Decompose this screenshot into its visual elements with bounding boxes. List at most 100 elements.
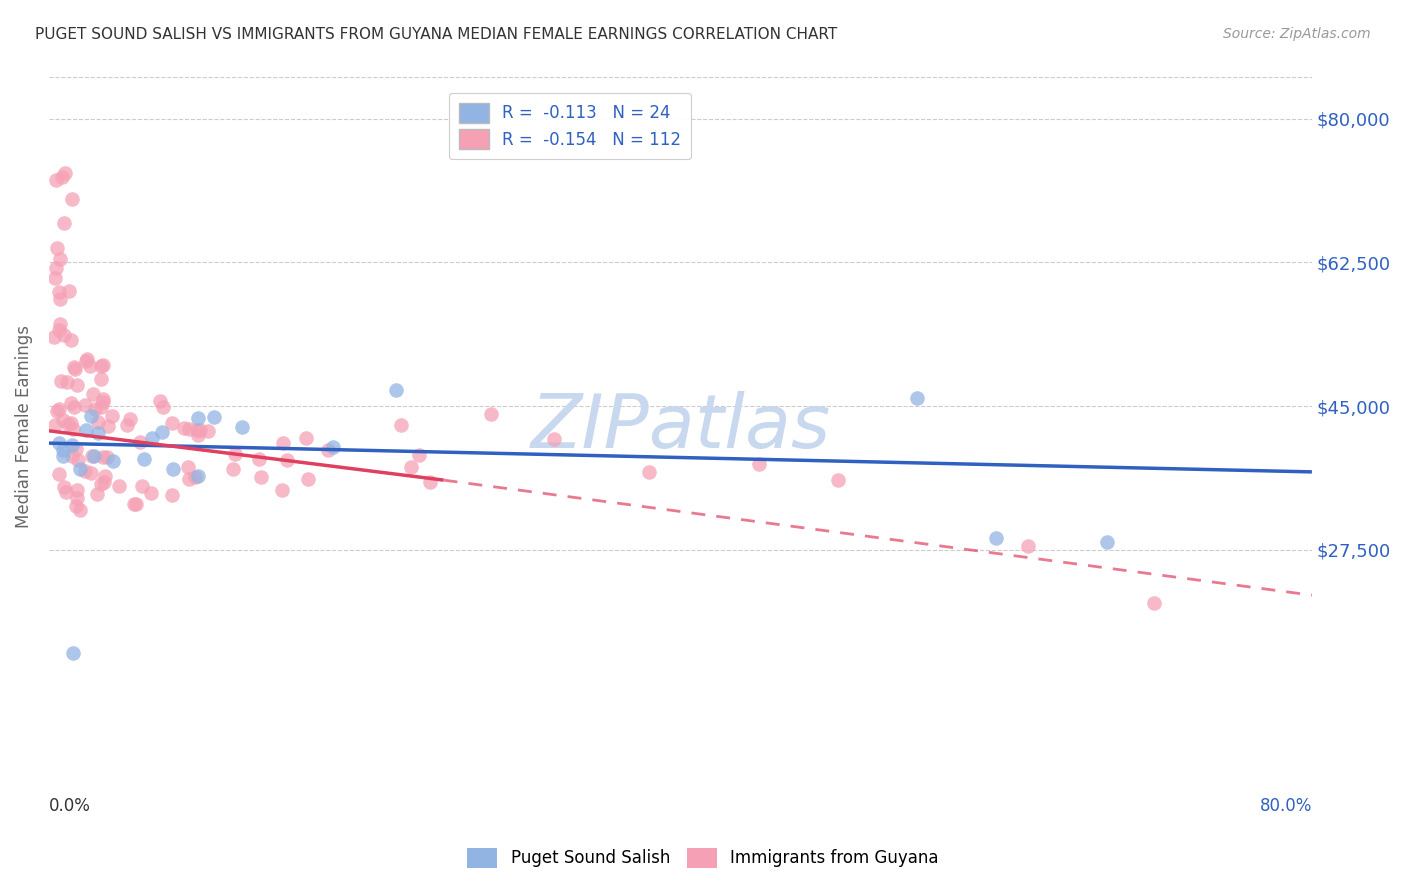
Point <box>48 435 70 450</box>
Point <box>46 404 69 418</box>
Point <box>173 421 195 435</box>
Point <box>83 449 105 463</box>
Point <box>44 417 66 432</box>
Point <box>53 216 76 230</box>
Point <box>60 437 83 451</box>
Point <box>187 468 209 483</box>
Point <box>637 465 659 479</box>
Point <box>316 442 339 457</box>
Point <box>55 485 77 500</box>
Point <box>66 377 89 392</box>
Point <box>90 400 112 414</box>
Point <box>49 252 72 267</box>
Point <box>75 354 97 368</box>
Point <box>55 376 77 390</box>
Point <box>46 241 69 255</box>
Point <box>52 442 75 457</box>
Point <box>128 434 150 449</box>
Point <box>162 488 184 502</box>
Point <box>187 410 209 425</box>
Point <box>905 391 928 405</box>
Point <box>149 394 172 409</box>
Point <box>79 359 101 373</box>
Point <box>52 328 75 343</box>
Point <box>118 412 141 426</box>
Point <box>49 374 72 388</box>
Point <box>94 468 117 483</box>
Point <box>60 192 83 206</box>
Point <box>186 423 208 437</box>
Point <box>202 409 225 424</box>
Point <box>59 396 82 410</box>
Legend: R =  -0.113   N = 24, R =  -0.154   N = 112: R = -0.113 N = 24, R = -0.154 N = 112 <box>449 93 692 160</box>
Point <box>91 450 114 465</box>
Point <box>177 472 200 486</box>
Legend: Puget Sound Salish, Immigrants from Guyana: Puget Sound Salish, Immigrants from Guya… <box>461 841 945 875</box>
Point <box>49 318 72 332</box>
Point <box>44 271 66 285</box>
Point <box>83 401 105 416</box>
Point <box>87 415 110 429</box>
Point <box>75 397 97 411</box>
Point <box>90 372 112 386</box>
Point <box>177 422 200 436</box>
Point <box>75 423 97 437</box>
Point <box>101 453 124 467</box>
Point <box>91 392 114 407</box>
Point <box>62 646 84 660</box>
Point <box>97 419 120 434</box>
Point <box>63 401 86 415</box>
Point <box>271 483 294 497</box>
Point <box>48 323 70 337</box>
Point <box>408 448 430 462</box>
Point <box>117 418 139 433</box>
Point <box>125 497 148 511</box>
Point <box>131 479 153 493</box>
Point <box>177 460 200 475</box>
Point <box>63 361 86 376</box>
Point <box>58 285 80 299</box>
Point <box>748 457 770 471</box>
Point <box>80 409 103 423</box>
Point <box>58 417 80 431</box>
Point <box>69 503 91 517</box>
Text: 0.0%: 0.0% <box>49 797 91 815</box>
Point <box>132 451 155 466</box>
Point <box>297 471 319 485</box>
Point <box>222 462 245 476</box>
Point <box>96 450 118 464</box>
Point <box>249 452 271 467</box>
Point <box>162 462 184 476</box>
Point <box>543 432 565 446</box>
Point <box>80 467 103 481</box>
Point <box>986 531 1008 545</box>
Point <box>52 449 75 463</box>
Point <box>59 333 82 347</box>
Point <box>1143 596 1166 610</box>
Point <box>48 285 70 299</box>
Point <box>44 330 66 344</box>
Point <box>294 431 316 445</box>
Point <box>1017 539 1039 553</box>
Point <box>66 491 89 505</box>
Point <box>65 442 87 457</box>
Point <box>82 449 104 463</box>
Point <box>224 447 246 461</box>
Point <box>53 480 76 494</box>
Point <box>150 425 173 439</box>
Point <box>53 166 76 180</box>
Point <box>419 475 441 489</box>
Point <box>479 408 502 422</box>
Point <box>188 423 211 437</box>
Point <box>90 359 112 373</box>
Point <box>67 453 90 467</box>
Point <box>45 260 67 275</box>
Point <box>76 351 98 366</box>
Text: PUGET SOUND SALISH VS IMMIGRANTS FROM GUYANA MEDIAN FEMALE EARNINGS CORRELATION : PUGET SOUND SALISH VS IMMIGRANTS FROM GU… <box>35 27 838 42</box>
Point <box>385 383 408 397</box>
Point <box>69 461 91 475</box>
Point <box>73 464 96 478</box>
Point <box>183 470 205 484</box>
Point <box>91 358 114 372</box>
Point <box>100 409 122 423</box>
